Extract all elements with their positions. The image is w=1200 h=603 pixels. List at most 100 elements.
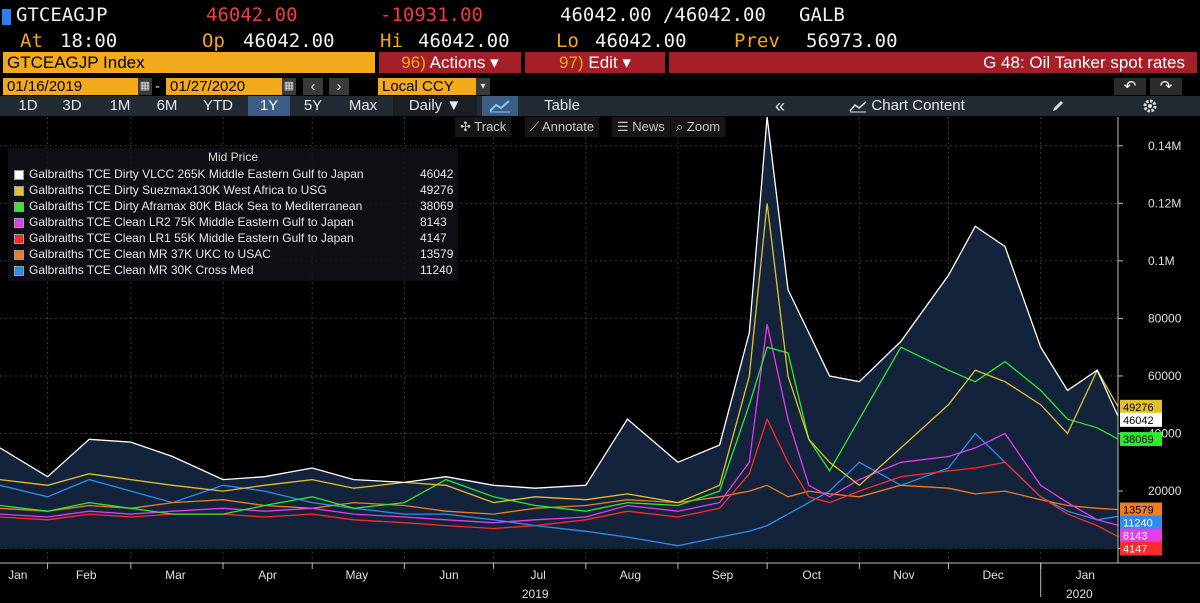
legend-series-value: 8143 <box>420 215 447 229</box>
annotate-tool[interactable]: ⟋ Annotate <box>525 117 600 137</box>
chart-content-label: Chart Content <box>871 97 965 114</box>
end-date-input[interactable]: 01/27/2020 <box>166 78 284 95</box>
next-period-button[interactable]: › <box>329 78 349 95</box>
last-value-label-lr2: 8143 <box>1120 528 1162 543</box>
chevron-down-icon[interactable]: ▾ <box>476 78 490 95</box>
zoom-tool[interactable]: ⌕ Zoom <box>671 117 726 137</box>
ticker-symbol[interactable]: GTCEAGJP <box>16 4 108 26</box>
range-max[interactable]: Max <box>348 97 378 114</box>
actions-menu-button[interactable]: 96) Actions ▾ <box>379 52 521 73</box>
legend-swatch <box>14 233 24 244</box>
table-view-button[interactable]: Table <box>544 97 580 114</box>
legend-item-suezmax[interactable]: Galbraiths TCE Dirty Suezmax130K West Af… <box>14 182 453 198</box>
chart-area[interactable]: 0200004000060000800000.1M0.12M0.14MJanFe… <box>0 117 1200 603</box>
range-3d[interactable]: 3D <box>62 97 82 114</box>
pencil-icon[interactable] <box>1040 96 1076 116</box>
edit-menu-button[interactable]: 97) Edit ▾ <box>525 52 665 73</box>
legend-item-lr2[interactable]: Galbraiths TCE Clean LR2 75K Middle East… <box>14 214 447 230</box>
track-tool[interactable]: ✣ Track <box>455 117 512 137</box>
calendar-icon[interactable]: ▦ <box>138 78 152 95</box>
index-name-field[interactable]: GTCEAGJP Index <box>3 52 375 73</box>
legend-series-name: Galbraiths TCE Clean LR2 75K Middle East… <box>29 215 354 229</box>
legend-series-name: Galbraiths TCE Dirty Suezmax130K West Af… <box>29 183 327 197</box>
low-value: 46042.00 <box>595 30 687 52</box>
legend-series-value: 4147 <box>420 231 447 245</box>
last-value-bg <box>1120 399 1162 414</box>
x-tick-label: Jan <box>1076 568 1095 582</box>
y-tick-label: 20000 <box>1148 484 1182 498</box>
range-ytd[interactable]: YTD <box>203 97 233 114</box>
x-tick-label: Jan <box>8 568 27 582</box>
vlcc-area <box>0 117 1118 549</box>
collapse-panel-button[interactable]: « <box>774 96 785 116</box>
prev-value: 56973.00 <box>806 30 898 52</box>
series-line-suezmax[interactable] <box>0 203 1119 504</box>
news-icon: ☰ <box>617 119 633 134</box>
x-tick-label: Nov <box>893 568 914 582</box>
x-year-label: 2020 <box>1066 587 1093 601</box>
chart-legend[interactable]: Mid Price Galbraiths TCE Dirty VLCC 265K… <box>8 148 458 281</box>
series-line-lr2[interactable] <box>0 324 1119 526</box>
last-value-label-vlcc: 46042 <box>1120 412 1162 427</box>
gear-icon[interactable] <box>1132 96 1168 116</box>
start-date-input[interactable]: 01/16/2019 <box>3 78 143 95</box>
legend-item-mr30[interactable]: Galbraiths TCE Clean MR 30K Cross Med 112… <box>14 262 452 278</box>
legend-title: Mid Price <box>207 150 258 164</box>
last-value-label-aframax: 38069 <box>1120 432 1162 447</box>
command-bar: GTCEAGJP Index 96) Actions ▾ 97) Edit ▾ … <box>0 52 1200 74</box>
legend-series-value: 49276 <box>420 183 454 197</box>
calendar-icon[interactable]: ▦ <box>282 78 296 95</box>
last-value-bg <box>1120 515 1162 530</box>
last-value-text: 46042 <box>1123 415 1154 427</box>
y-tick-label: 80000 <box>1148 311 1182 325</box>
legend-series-value: 11240 <box>420 263 453 277</box>
range-1m[interactable]: 1M <box>109 97 131 114</box>
last-value-bg <box>1120 502 1162 517</box>
legend-series-name: Galbraiths TCE Clean MR 37K UKC to USAC <box>29 247 271 261</box>
legend-item-aframax[interactable]: Galbraiths TCE Dirty Aframax 80K Black S… <box>14 198 453 214</box>
news-tool[interactable]: ☰ News <box>612 117 670 137</box>
series-line-aframax[interactable] <box>0 346 1119 515</box>
chart-content-button[interactable]: Chart Content <box>832 96 982 116</box>
range-1y[interactable]: 1Y <box>248 96 290 116</box>
frequency-select[interactable]: Daily ▼ <box>393 96 477 116</box>
legend-item-lr1[interactable]: Galbraiths TCE Clean LR1 55K Middle East… <box>14 230 447 246</box>
redo-button[interactable]: ↷ <box>1150 78 1182 95</box>
annotate-icon: ⟋ <box>530 119 542 134</box>
x-tick-label: Jul <box>531 568 546 582</box>
quote-header-row: GTCEAGJP 46042.00 -10931.00 46042.00 /46… <box>0 3 1200 28</box>
series-line-mr30[interactable] <box>0 432 1119 547</box>
chart-icon <box>849 100 867 113</box>
bid-ask: 46042.00 /46042.00 <box>560 4 766 26</box>
undo-button[interactable]: ↶ <box>1114 78 1146 95</box>
legend-series-name: Galbraiths TCE Dirty VLCC 265K Middle Ea… <box>29 167 364 181</box>
crosshair-icon: ✣ <box>460 119 475 134</box>
range-6m[interactable]: 6M <box>156 97 178 114</box>
y-tick-label: 0.14M <box>1148 139 1181 153</box>
chevron-down-icon: ▾ <box>622 53 631 72</box>
date-range-bar: 01/16/2019 ▦ - 01/27/2020 ▦ ‹ › Local CC… <box>0 78 1200 96</box>
range-5y[interactable]: 5Y <box>303 97 323 114</box>
series-lines <box>0 117 1119 547</box>
last-value-bg <box>1120 541 1162 556</box>
x-tick-label: Sep <box>712 568 734 582</box>
currency-value: Local CCY <box>382 78 454 95</box>
price-change: -10931.00 <box>380 4 483 26</box>
last-value-text: 13579 <box>1123 505 1154 517</box>
actions-shortcut: 96) <box>401 53 426 72</box>
last-value-bg <box>1120 528 1162 543</box>
currency-select[interactable]: Local CCY <box>378 78 490 95</box>
range-1d[interactable]: 1D <box>18 97 38 114</box>
vlcc-area-fill <box>0 117 1118 549</box>
series-line-vlcc[interactable] <box>0 117 1119 489</box>
axes: 0200004000060000800000.1M0.12M0.14MJanFe… <box>0 117 1200 601</box>
line-chart-icon[interactable] <box>482 96 518 116</box>
prev-period-button[interactable]: ‹ <box>303 78 323 95</box>
high-value: 46042.00 <box>418 30 510 52</box>
at-label: At <box>20 30 43 52</box>
prev-label: Prev <box>734 30 780 52</box>
legend-item-vlcc[interactable]: Galbraiths TCE Dirty VLCC 265K Middle Ea… <box>14 166 453 182</box>
date-separator: - <box>155 78 160 95</box>
x-tick-label: Aug <box>620 568 641 582</box>
legend-item-mr37[interactable]: Galbraiths TCE Clean MR 37K UKC to USAC 1… <box>14 246 453 262</box>
